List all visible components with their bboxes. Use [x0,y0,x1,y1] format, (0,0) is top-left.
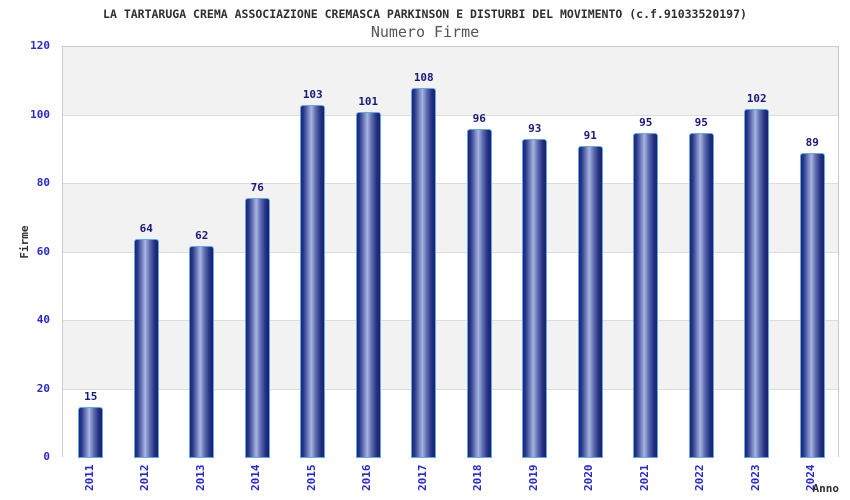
x-tick-2021: 2021 [637,464,651,492]
bar-2014 [244,197,270,458]
gridline-60 [63,251,838,253]
background-band [63,47,838,116]
y-tick-0: 0 [43,450,50,463]
chart-title: LA TARTARUGA CREMA ASSOCIAZIONE CREMASCA… [103,7,747,21]
bar-value-2011: 15 [84,389,98,403]
bar-2012 [133,238,159,458]
bar-value-2015: 103 [302,88,323,102]
x-tick-2023: 2023 [748,464,762,492]
x-tick-2020: 2020 [582,464,596,492]
bar-value-2013: 62 [195,228,209,242]
bar-value-2019: 93 [528,122,542,136]
x-tick-2016: 2016 [360,464,374,492]
bar-2023 [744,108,770,458]
y-tick-120: 120 [30,39,50,52]
x-tick-2011: 2011 [82,464,96,492]
x-tick-2022: 2022 [693,464,707,492]
bar-2017 [411,88,437,458]
bar-value-2024: 89 [805,136,819,150]
bar-value-2012: 64 [139,221,153,235]
bar-2021 [633,132,659,458]
x-tick-2014: 2014 [249,464,263,492]
bar-2022 [688,132,714,458]
bar-value-2022: 95 [694,115,708,129]
x-tick-2017: 2017 [415,464,429,492]
background-band [63,321,838,390]
background-band [63,184,838,253]
x-tick-2019: 2019 [526,464,540,492]
bar-2016 [355,112,381,458]
bar-2020 [577,146,603,458]
y-tick-80: 80 [36,176,50,189]
bar-value-2021: 95 [639,115,653,129]
gridline-80 [63,183,838,184]
bar-value-2020: 91 [583,129,597,143]
bar-2024 [799,153,825,458]
plot-area: 15 64 62 76 103 101 108 96 93 91 95 95 102 89 [62,46,839,458]
bar-2019 [522,139,548,458]
background-band [63,252,838,321]
y-tick-100: 100 [30,107,50,121]
bar-value-2023: 102 [746,91,767,105]
background-band [63,389,838,458]
gridline-20 [63,388,838,390]
bar-2011 [78,406,104,458]
chart-subtitle: Numero Firme [370,23,480,41]
gridline-40 [63,320,838,321]
y-tick-20: 20 [36,381,50,395]
y-axis-label: Firme [18,225,31,259]
x-tick-2018: 2018 [471,464,485,492]
x-tick-2013: 2013 [193,464,207,492]
bar-value-2018: 96 [472,112,486,126]
y-tick-40: 40 [36,313,50,326]
bar-value-2014: 76 [250,180,264,194]
bar-value-2017: 108 [413,71,434,85]
bar-2015 [300,105,326,458]
x-tick-2012: 2012 [138,464,152,492]
bar-2013 [189,245,215,458]
gridline-100 [63,114,838,116]
bar-value-2016: 101 [358,95,379,109]
y-tick-60: 60 [36,244,50,258]
bar-2018 [466,129,492,458]
x-tick-2015: 2015 [304,464,318,492]
x-axis-label: Anno [812,482,840,495]
